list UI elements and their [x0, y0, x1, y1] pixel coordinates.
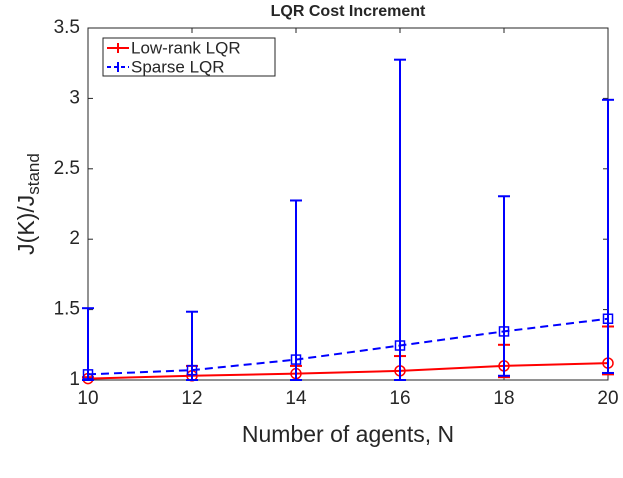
legend-label: Low-rank LQR [131, 38, 241, 57]
marker [290, 354, 302, 365]
marker [394, 340, 406, 351]
error-bar [498, 195, 510, 377]
x-tick-label: 12 [181, 388, 202, 409]
series-line [87, 317, 609, 376]
x-axis-label: Number of agents, N [242, 421, 454, 447]
y-tick-label: 2.5 [54, 158, 80, 179]
error-bar [602, 98, 614, 374]
y-axis-label-main: J(K)/J [13, 195, 39, 255]
error-bar [82, 307, 94, 381]
legend-label: Sparse LQR [131, 57, 225, 76]
chart-title: LQR Cost Increment [271, 3, 426, 20]
legend-box [102, 37, 276, 77]
error-bar [290, 199, 302, 381]
marker [498, 326, 510, 337]
x-tick-label: 14 [285, 388, 307, 409]
y-tick-label: 1 [69, 369, 80, 390]
y-tick-label: 2 [69, 228, 80, 249]
y-tick-label: 3 [69, 87, 80, 108]
x-tick-label: 18 [493, 388, 514, 409]
x-tick-label: 16 [389, 388, 410, 409]
error-bar [186, 310, 198, 381]
marker [602, 313, 614, 325]
series-line [87, 362, 609, 380]
y-axis-label-sub: stand [24, 153, 43, 195]
plot-area [87, 27, 609, 381]
x-tick-label: 20 [597, 388, 618, 409]
x-tick-label: 10 [77, 388, 98, 409]
y-axis-label: J(K)/Jstand [13, 153, 43, 255]
marker [186, 364, 198, 376]
error-bar [394, 58, 406, 381]
marker [82, 369, 94, 380]
y-tick-label: 3.5 [54, 17, 80, 38]
y-tick-label: 1.5 [54, 299, 80, 320]
